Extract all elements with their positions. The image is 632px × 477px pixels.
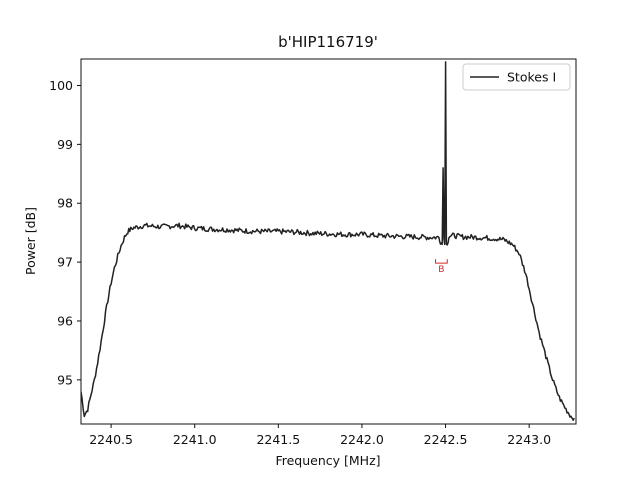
y-tick-label: 95 [57,372,73,387]
y-tick-label: 96 [57,313,73,328]
y-axis: 95 96 97 98 99 100 [49,78,81,387]
x-tick-label: 2242.5 [424,432,468,447]
x-tick-label: 2243.0 [507,432,551,447]
annotation-layer: B [435,259,448,275]
x-axis: 2240.5 2241.0 2241.5 2242.0 2242.5 2243.0 [89,424,551,447]
chart-title: b'HIP116719' [278,33,378,51]
x-axis-label: Frequency [MHz] [275,453,380,468]
x-tick-label: 2240.5 [89,432,133,447]
series-line-stokes-i [81,61,575,421]
series-layer [81,61,575,421]
y-tick-label: 98 [57,196,73,211]
plot-area: B 2240.5 2241.0 2241.5 2242.0 2242.5 2243.0 9… [49,58,577,447]
x-tick-label: 2242.0 [340,432,384,447]
x-tick-label: 2241.5 [256,432,300,447]
annotation-label: B [438,265,444,275]
legend-box [462,63,571,91]
y-tick-label: 99 [57,137,73,152]
legend-label-stokes-i: Stokes I [507,70,556,85]
legend: Stokes I [462,63,571,91]
x-tick-label: 2241.0 [173,432,217,447]
plot-frame [80,58,577,425]
y-axis-label: Power [dB] [23,207,38,275]
y-tick-label: 100 [49,78,73,93]
y-tick-label: 97 [57,255,73,270]
annotation-bracket [435,259,448,264]
